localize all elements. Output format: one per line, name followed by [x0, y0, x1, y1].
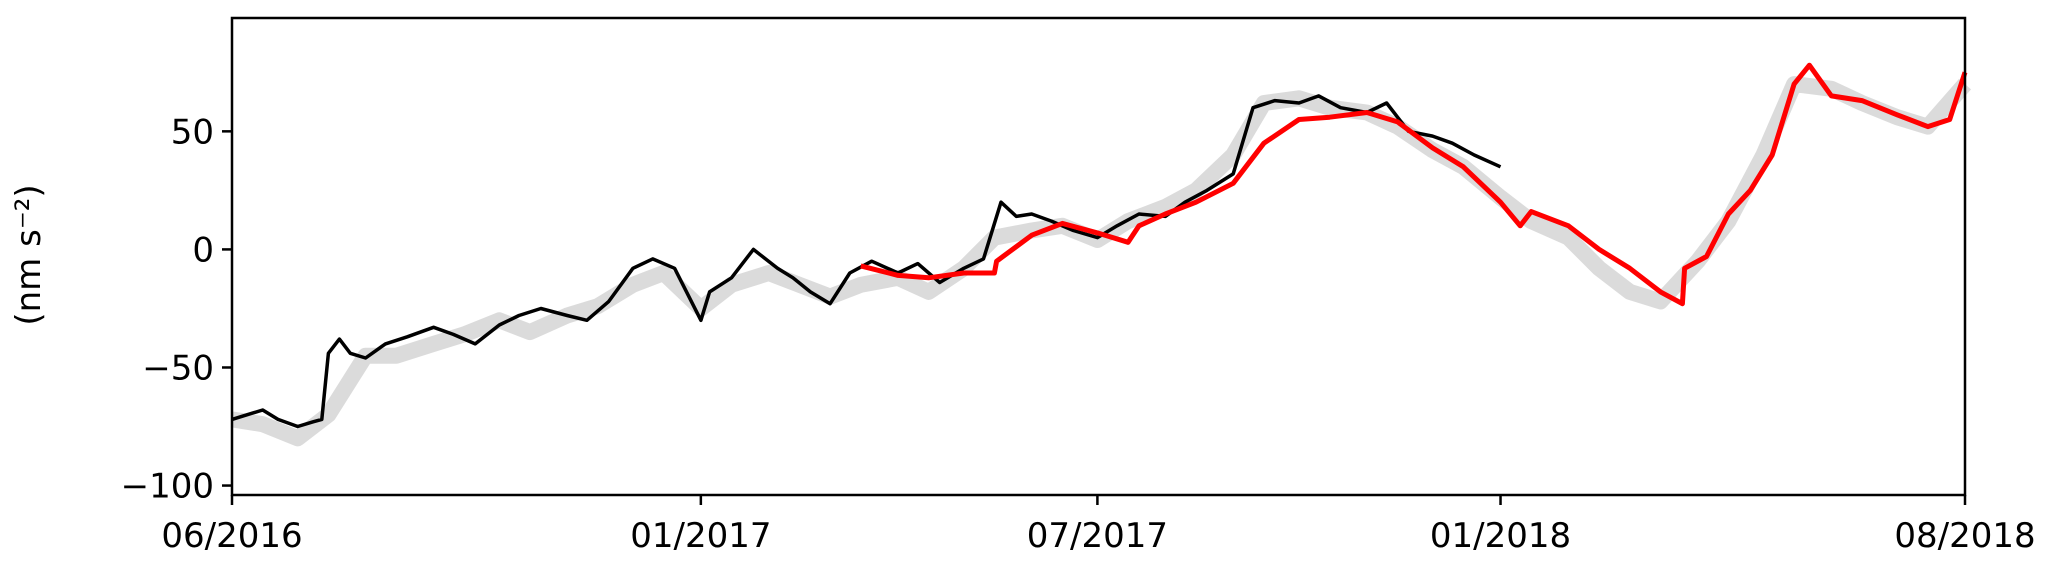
series-line-2: [860, 62, 1968, 307]
series-line-0: [230, 76, 1972, 447]
y-axis-label: (nm s⁻²): [9, 184, 49, 325]
x-tick-label: 08/2018: [1894, 516, 2035, 556]
x-tick-label: 01/2018: [1430, 516, 1571, 556]
x-tick-label: 06/2016: [161, 516, 302, 556]
series-line-1: [231, 94, 1502, 429]
y-tick-label: 0: [192, 230, 214, 270]
y-axis-ticks: 50 0 −50 −100: [121, 112, 232, 507]
x-axis-ticks: 06/2016 01/2017 07/2017 01/2018 08/2018: [161, 495, 2036, 556]
y-tick-label: 50: [171, 112, 214, 152]
plot-layer: [230, 62, 1972, 447]
x-tick-label: 01/2017: [630, 516, 771, 556]
y-tick-label: −50: [142, 348, 214, 388]
y-tick-label: −100: [121, 467, 214, 507]
x-tick-label: 07/2017: [1027, 516, 1168, 556]
